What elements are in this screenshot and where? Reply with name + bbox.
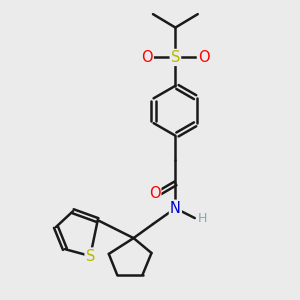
Text: S: S — [171, 50, 180, 65]
Text: O: O — [149, 186, 160, 201]
Text: H: H — [198, 212, 207, 225]
Text: O: O — [198, 50, 210, 65]
Text: O: O — [141, 50, 153, 65]
Text: N: N — [170, 201, 181, 216]
Text: S: S — [85, 248, 95, 263]
